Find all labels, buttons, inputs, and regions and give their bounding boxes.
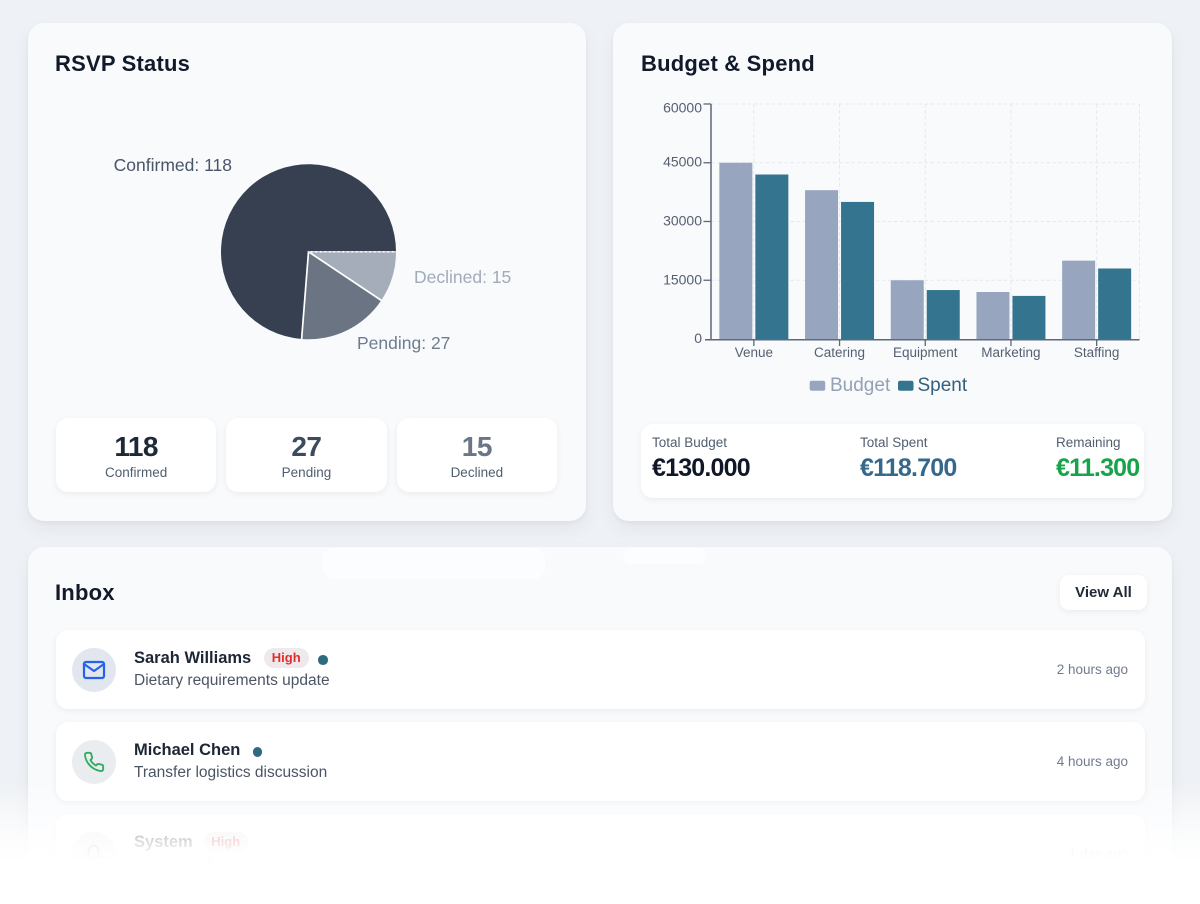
svg-text:15000: 15000 bbox=[663, 271, 702, 287]
svg-text:0: 0 bbox=[694, 330, 702, 346]
svg-text:Confirmed: 118: Confirmed: 118 bbox=[114, 155, 232, 175]
svg-text:45000: 45000 bbox=[663, 153, 702, 169]
svg-text:30000: 30000 bbox=[663, 212, 702, 228]
svg-text:Spent: Spent bbox=[918, 375, 968, 396]
svg-text:Venue: Venue bbox=[735, 345, 773, 360]
svg-text:Declined: 15: Declined: 15 bbox=[414, 267, 511, 287]
svg-text:Catering: Catering bbox=[814, 345, 865, 360]
svg-text:Budget: Budget bbox=[830, 375, 891, 396]
svg-text:Staffing: Staffing bbox=[1074, 345, 1120, 360]
svg-text:60000: 60000 bbox=[663, 99, 702, 115]
svg-text:Equipment: Equipment bbox=[893, 345, 958, 360]
svg-text:Pending: 27: Pending: 27 bbox=[357, 333, 450, 353]
svg-text:Marketing: Marketing bbox=[981, 345, 1040, 360]
